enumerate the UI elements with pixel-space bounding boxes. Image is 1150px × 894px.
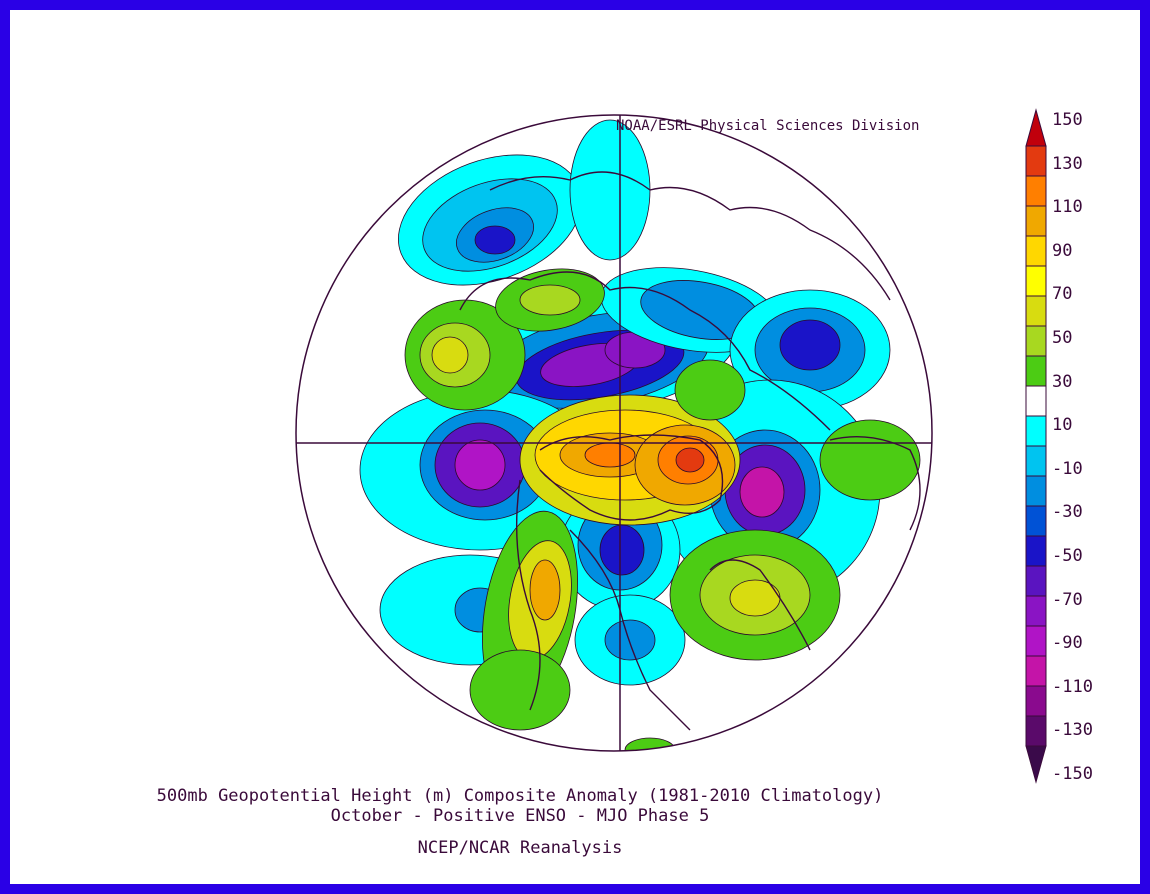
colorbar-tick-label: 10 [1052, 415, 1073, 436]
colorbar-bin [1025, 205, 1047, 237]
anomaly-contour [675, 447, 705, 473]
colorbar-bin [1025, 355, 1047, 387]
polar-map [295, 108, 1047, 784]
anomaly-contour [599, 524, 645, 576]
coastline [709, 559, 811, 651]
anomaly-field [296, 115, 932, 751]
map-boundary [295, 114, 933, 752]
colorbar-top-arrow [1025, 108, 1047, 147]
anomaly-contour [729, 579, 781, 617]
anomaly-contour [584, 442, 636, 468]
colorbar-tick-label: -50 [1052, 546, 1083, 566]
colorbar-bin [1025, 445, 1047, 477]
colorbar-bin [1025, 145, 1047, 177]
colorbar-bin [1025, 625, 1047, 657]
coastline [569, 529, 691, 731]
colorbar-tick-label: -130 [1052, 720, 1093, 741]
anomaly-contour [454, 439, 506, 491]
coastline [515, 479, 541, 711]
anomaly-contour [469, 649, 571, 731]
plot-frame: NOAA/ESRL Physical Sciences Division 500… [10, 10, 1140, 884]
colorbar-bin [1025, 715, 1047, 747]
colorbar-bin [1025, 385, 1047, 417]
colorbar-tick-label: 110 [1052, 197, 1083, 218]
anomaly-contour [569, 119, 651, 261]
colorbar-bin [1025, 295, 1047, 327]
colorbar-tick-label: 150 [1052, 110, 1083, 130]
colorbar-tick-label: 130 [1052, 153, 1083, 174]
anomaly-contour [819, 419, 921, 501]
colorbar-bin [1025, 235, 1047, 267]
colorbar-tick-label: 70 [1052, 284, 1073, 305]
colorbar-bin [1025, 415, 1047, 447]
anomaly-contour [779, 319, 841, 371]
coastline [539, 434, 724, 521]
colorbar-bin [1025, 475, 1047, 507]
colorbar-bin [1025, 175, 1047, 207]
colorbar-bin [1025, 265, 1047, 297]
colorbar-tick-label: -70 [1052, 589, 1083, 610]
anomaly-contour [431, 336, 469, 374]
colorbar-bin [1025, 565, 1047, 597]
coastline [829, 436, 921, 531]
colorbar-tick-label: -90 [1052, 633, 1083, 654]
colorbar-tick-label: -150 [1052, 764, 1093, 784]
anomaly-contour [739, 466, 785, 518]
anomaly-contour [674, 359, 746, 421]
map-subtitle: October - Positive ENSO - MJO Phase 5 [330, 806, 710, 826]
colorbar-bin [1025, 535, 1047, 567]
anomaly-contour [519, 284, 581, 316]
map-title: 500mb Geopotential Height (m) Composite … [156, 786, 884, 806]
colorbar-bin [1025, 595, 1047, 627]
colorbar-bin [1025, 685, 1047, 717]
source-text: NCEP/NCAR Reanalysis [417, 838, 623, 858]
colorbar-bin [1025, 505, 1047, 537]
credit-text: NOAA/ESRL Physical Sciences Division [616, 118, 920, 134]
colorbar-tick-label: 50 [1052, 328, 1073, 348]
colorbar-bin [1025, 325, 1047, 357]
coastline [459, 271, 831, 431]
colorbar-tick-label: 30 [1052, 371, 1073, 392]
colorbar-tick-label: -110 [1052, 676, 1093, 697]
colorbar-bottom-arrow [1025, 745, 1047, 784]
colorbar-tick-label: -10 [1052, 458, 1083, 479]
coastline [489, 171, 891, 301]
colorbar-tick-label: -30 [1052, 502, 1083, 523]
anomaly-contour [474, 225, 516, 255]
anomaly-contour [529, 559, 561, 621]
colorbar-bin [1025, 655, 1047, 687]
colorbar-tick-label: 90 [1052, 240, 1073, 261]
anomaly-contour [604, 619, 656, 661]
